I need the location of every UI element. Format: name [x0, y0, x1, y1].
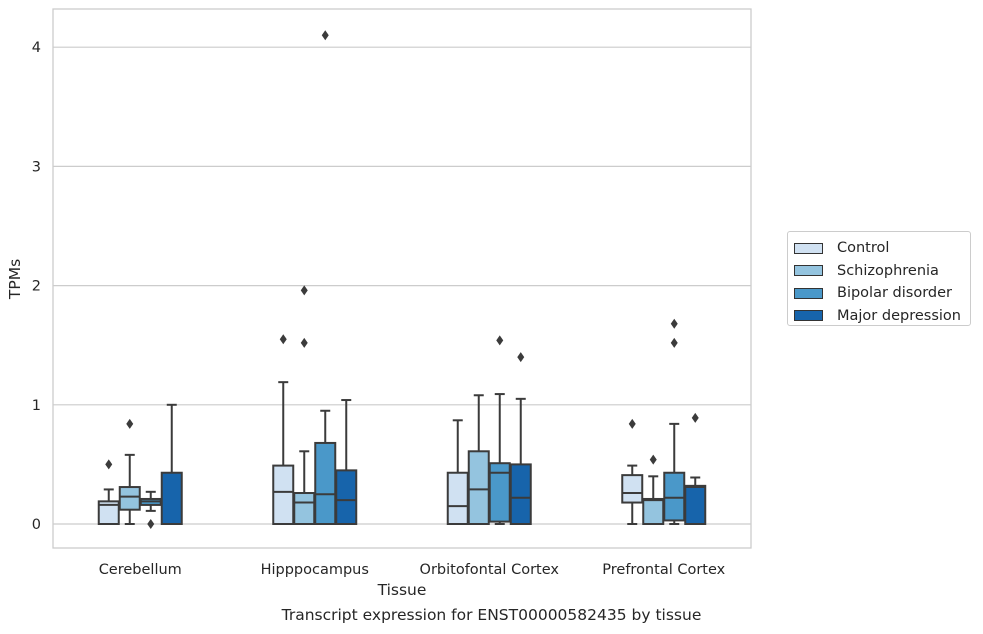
legend: Control Schizophrenia Bipolar disorder Majo…	[787, 231, 971, 326]
outlier-point	[628, 418, 636, 429]
chart-caption: Transcript expression for ENST0000058243…	[281, 606, 702, 624]
y-tick-label: 1	[32, 398, 41, 414]
legend-item: Major depression	[794, 305, 964, 328]
outlier-point	[691, 412, 699, 423]
legend-label: Bipolar disorder	[837, 285, 952, 302]
outlier-point	[496, 335, 504, 346]
x-tick-label: Cerebellum	[99, 562, 182, 578]
legend-swatch	[794, 310, 823, 322]
box-major-depression	[684, 412, 707, 525]
x-axis-label: Tissue	[377, 581, 427, 599]
box-major-depression	[509, 352, 532, 525]
box-bipolar-disorder	[488, 335, 511, 525]
box-iqr	[97, 500, 120, 525]
legend-item: Control	[794, 237, 964, 260]
y-tick-label: 2	[32, 279, 41, 295]
x-tick-label: Orbitofontal Cortex	[420, 562, 560, 578]
grid-lines	[53, 46, 751, 525]
box-control	[272, 334, 295, 526]
outlier-point	[279, 334, 287, 345]
box-iqr	[684, 484, 707, 525]
legend-label: Major depression	[837, 307, 961, 324]
box-iqr	[118, 486, 141, 511]
y-tick-label: 3	[32, 159, 41, 175]
x-tick-label: Prefrontal Cortex	[602, 562, 725, 578]
box-iqr	[467, 450, 490, 525]
box-schizophrenia	[467, 394, 490, 525]
box-iqr	[272, 464, 295, 526]
y-axis-ticks: 0 1 2 3 4	[32, 40, 41, 533]
box-iqr	[621, 474, 644, 504]
box-control	[446, 419, 469, 525]
outlier-point	[517, 352, 525, 363]
outlier-point	[670, 318, 678, 329]
legend-swatch	[794, 287, 823, 299]
legend-item: Schizophrenia	[794, 260, 964, 283]
box-iqr	[663, 471, 686, 522]
plot-frame	[52, 8, 752, 549]
box-iqr	[446, 471, 469, 525]
box-bipolar-disorder	[314, 30, 337, 525]
y-axis-label: TPMs	[6, 259, 24, 300]
outlier-point	[670, 337, 678, 348]
box-marks	[97, 30, 707, 529]
legend-item: Bipolar disorder	[794, 282, 964, 305]
box-major-depression	[335, 399, 358, 525]
box-schizophrenia	[642, 454, 665, 525]
box-bipolar-disorder	[663, 318, 686, 525]
y-tick-label: 4	[32, 40, 41, 56]
y-tick-label: 0	[32, 517, 41, 533]
legend-label: Schizophrenia	[837, 262, 939, 279]
outlier-point	[300, 337, 308, 348]
outlier-point	[126, 418, 134, 429]
legend-label: Control	[837, 240, 890, 257]
box-schizophrenia	[118, 418, 141, 525]
box-control	[621, 418, 644, 525]
box-major-depression	[160, 403, 183, 525]
legend-swatch	[794, 265, 823, 277]
outlier-point	[649, 454, 657, 465]
outlier-point	[147, 519, 155, 529]
legend-swatch	[794, 242, 823, 254]
outlier-point	[105, 459, 113, 470]
x-axis-ticks: Cerebellum Hipppocampus Orbitofontal Corte…	[99, 562, 726, 578]
box-iqr	[314, 441, 337, 525]
box-iqr	[335, 469, 358, 525]
outlier-point	[300, 285, 308, 296]
box-iqr	[160, 471, 183, 525]
box-control	[97, 459, 120, 525]
box-iqr	[293, 492, 316, 525]
outlier-point	[321, 30, 329, 41]
box-iqr	[509, 463, 532, 525]
x-tick-label: Hipppocampus	[261, 562, 369, 578]
box-schizophrenia	[293, 285, 316, 525]
box-iqr	[642, 497, 665, 525]
